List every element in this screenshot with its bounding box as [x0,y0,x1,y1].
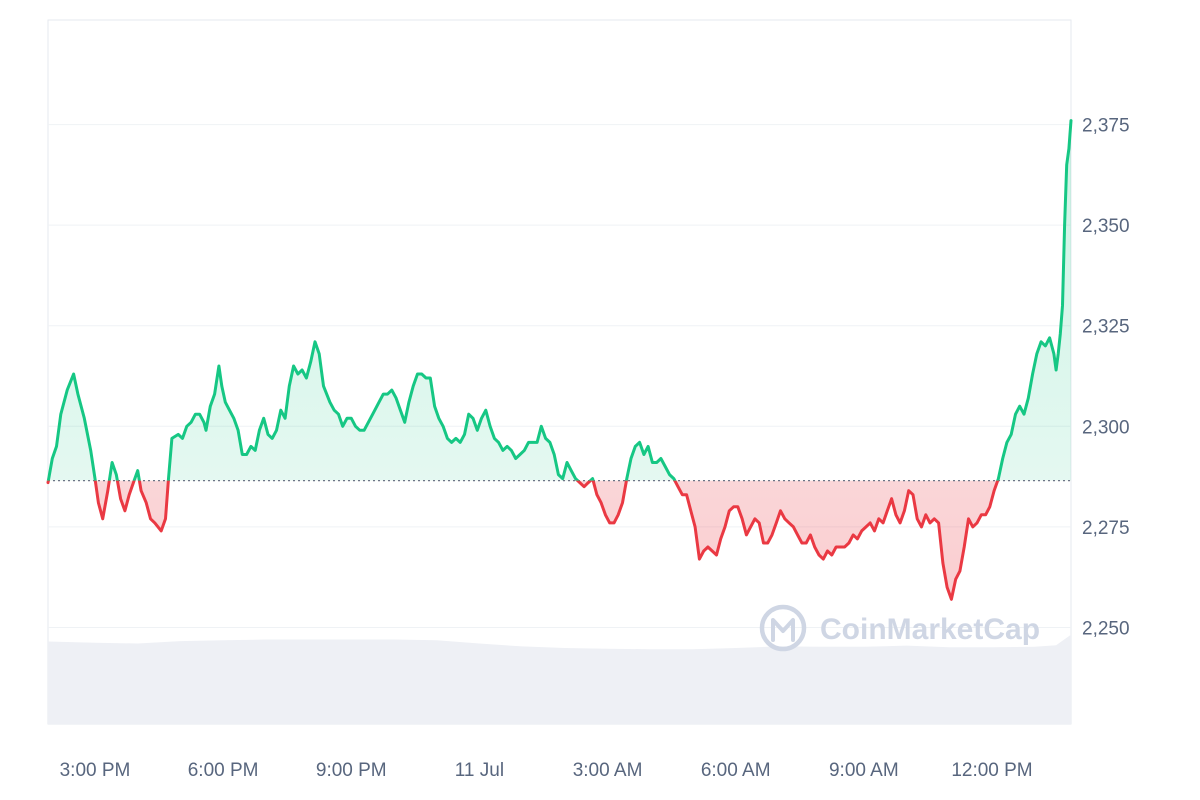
y-tick-label: 2,350 [1082,216,1130,237]
y-tick-label: 2,300 [1082,417,1130,438]
price-line-down-segment [46,480,1000,601]
volume-area [48,634,1071,724]
y-tick-label: 2,325 [1082,317,1130,338]
x-tick-label: 9:00 PM [316,760,387,781]
price-area-above-baseline [48,120,1071,481]
x-axis-ticks: 3:00 PM 6:00 PM 9:00 PM 11 Jul 3:00 AM 6:00 A… [60,760,1033,781]
watermark: CoinMarketCap [759,604,1040,652]
price-line-up-segment [46,119,1073,481]
y-tick-label: 2,275 [1082,518,1130,539]
coinmarketcap-logo-icon [759,604,807,652]
x-tick-label: 6:00 AM [701,760,771,781]
x-tick-label: 3:00 PM [60,760,131,781]
x-tick-label: 9:00 AM [829,760,899,781]
x-tick-label: 3:00 AM [573,760,643,781]
x-tick-label: 12:00 PM [951,760,1032,781]
y-axis-ticks: 2,250 2,275 2,300 2,325 2,350 2,375 [1082,116,1130,640]
x-tick-label: 6:00 PM [188,760,259,781]
grid-lines [48,124,1071,628]
y-tick-label: 2,250 [1082,618,1130,639]
price-area-below-baseline [48,480,998,600]
y-tick-label: 2,375 [1082,116,1130,137]
watermark-text: CoinMarketCap [820,613,1040,646]
x-tick-label: 11 Jul [455,760,504,781]
